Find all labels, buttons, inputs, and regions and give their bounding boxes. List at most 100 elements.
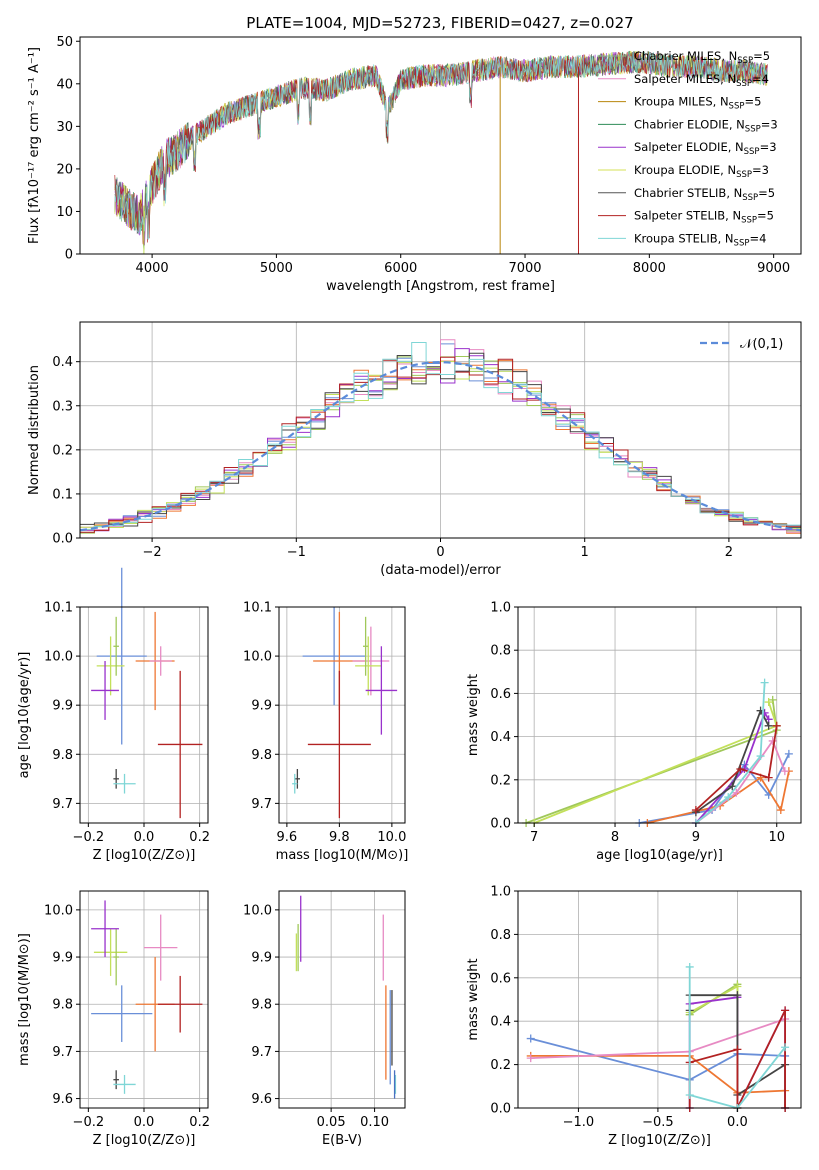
legend-label: Kroupa MILES, NSSP=5 [634,95,761,112]
y-tick-label: 0.3 [52,399,73,414]
legend-subscript: SSP [734,238,750,248]
y-tick-label: 9.8 [52,998,73,1013]
plus-marker [784,749,793,758]
x-tick-label: 8 [611,830,619,845]
x-tick-label: 9.6 [277,830,298,845]
y-tick-label: 0.0 [52,532,73,547]
y-tick-label: 9.8 [251,998,272,1013]
spectrum-line [114,51,768,240]
y-tick-label: 0.0 [490,1102,511,1117]
y-tick-label: 9.6 [251,1092,272,1107]
mass-weight-line [689,984,739,1108]
x-tick-label: 9 [692,830,700,845]
mass-weight-line [695,682,766,824]
panel-5 [80,891,208,1108]
y-tick-label: 0.0 [490,817,511,832]
legend-value: =3 [761,117,778,131]
panel-7 [518,890,801,1112]
x-axis-label: (data-model)/error [380,563,501,578]
legend-subscript: SSP [744,147,760,157]
x-tick-label: 9.8 [329,830,350,845]
axes-frame [79,36,802,255]
legend-subscript: SSP [742,193,758,203]
y-tick-label: 10.0 [44,650,73,665]
panel-0 [114,50,768,254]
y-tick-label: 9.7 [52,797,73,812]
legend-value: =5 [753,49,770,63]
y-tick-label: 9.8 [52,748,73,763]
y-tick-label: 0.1 [52,487,73,502]
x-tick-label: 7 [530,830,538,845]
plus-marker [781,1043,790,1052]
plus-marker [756,752,765,761]
plus-marker [733,991,742,1000]
y-tick-label: 0.4 [490,730,511,745]
x-tick-label: −0.2 [73,830,105,845]
axes-frame [278,606,406,824]
x-tick-label: 0.0 [134,830,155,845]
x-tick-label: 6000 [384,261,417,276]
x-tick-label: 0.0 [134,1115,155,1130]
x-tick-label: 9000 [757,261,790,276]
y-tick-label: 0 [65,248,73,263]
y-tick-label: 0.8 [490,644,511,659]
plus-marker [691,806,700,815]
x-axis-label: mass [log10(M/M⊙)] [276,848,409,863]
legend-label: Chabrier MILES, NSSP=5 [634,49,770,66]
chart-title: PLATE=1004, MJD=52723, FIBERID=0427, z=0… [246,14,633,32]
y-tick-label: 10.0 [44,903,73,918]
plus-marker [764,773,773,782]
mass-weight-line [695,725,778,811]
x-axis-label: Z [log10(Z/Z⊙)] [93,1133,196,1148]
legend-value: =3 [760,140,777,154]
x-axis-label: Z [log10(Z/Z⊙)] [608,1133,711,1148]
plus-marker [733,982,742,991]
y-tick-label: 1.0 [490,601,511,616]
normal-curve [79,360,802,532]
plus-marker [685,1090,694,1099]
x-tick-label: 5000 [260,261,293,276]
legend-subscript: SSP [741,216,757,226]
x-axis-label: E(B-V) [322,1133,362,1148]
legend-value: =3 [752,163,769,177]
y-axis-label: mass weight [466,674,481,756]
y-tick-label: 0.2 [490,1058,511,1073]
plus-marker [781,1006,790,1015]
legend-value: =4 [752,72,769,86]
plus-marker [526,1034,535,1043]
x-tick-label: 0.05 [317,1115,346,1130]
legend-label: Salpeter STELIB, NSSP=5 [634,209,774,226]
legend-label: Chabrier ELODIE, NSSP=3 [634,117,778,134]
plus-marker [732,788,741,797]
plus-marker [685,962,694,971]
plus-marker [772,721,781,730]
y-tick-label: 0.4 [52,355,73,370]
x-tick-label: 0.2 [189,830,210,845]
x-tick-label: 7000 [508,261,541,276]
x-tick-label: 2 [725,545,733,560]
x-tick-label: 10 [768,830,785,845]
y-tick-label: 10.1 [44,601,73,616]
plus-marker [724,793,733,802]
y-tick-label: 0.8 [490,928,511,943]
x-tick-label: −1 [287,545,306,560]
legend-subscript: SSP [736,170,752,180]
legend-label: Kroupa STELIB, NSSP=4 [634,231,766,248]
plus-marker [780,767,789,776]
mass-weight-line [530,1037,786,1081]
y-tick-label: 50 [56,35,73,50]
x-axis-label: Z [log10(Z/Z⊙)] [93,848,196,863]
x-tick-label: 0.0 [727,1115,748,1130]
legend-value: =4 [749,231,766,245]
panel-6 [279,891,405,1108]
x-tick-label: 0.10 [360,1115,389,1130]
legend-label: Salpeter ELODIE, NSSP=3 [634,140,777,157]
legend-subscript: SSP [737,56,753,66]
legend-label: Chabrier STELIB, NSSP=5 [634,186,775,203]
x-tick-label: −1.0 [563,1115,595,1130]
legend-subscript: SSP [729,102,745,112]
plus-marker [768,736,777,745]
plus-marker [768,695,777,704]
legend-value: =5 [744,95,761,109]
